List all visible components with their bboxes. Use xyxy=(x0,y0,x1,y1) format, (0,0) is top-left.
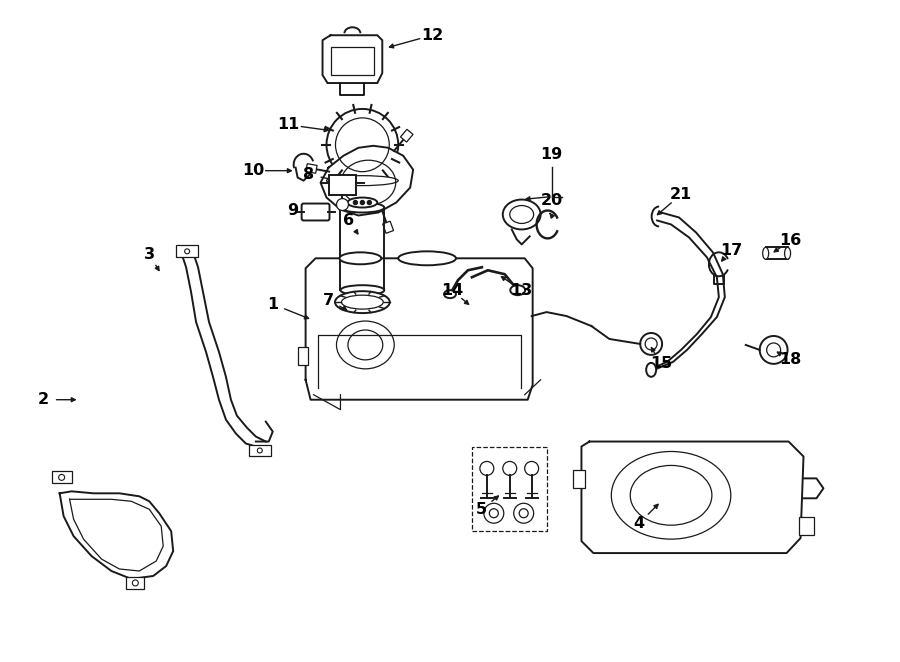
Text: 18: 18 xyxy=(779,352,802,367)
Circle shape xyxy=(132,580,139,586)
Text: 13: 13 xyxy=(510,283,533,298)
Ellipse shape xyxy=(341,295,383,309)
Bar xyxy=(248,444,271,457)
Text: 21: 21 xyxy=(670,187,692,202)
Text: 14: 14 xyxy=(441,283,464,298)
Text: 9: 9 xyxy=(287,203,298,218)
Text: 19: 19 xyxy=(540,147,562,162)
Circle shape xyxy=(525,461,538,475)
Bar xyxy=(51,471,72,483)
Bar xyxy=(798,517,814,535)
Text: 1: 1 xyxy=(267,297,278,312)
Bar xyxy=(126,577,144,589)
Bar xyxy=(328,175,356,195)
Ellipse shape xyxy=(340,203,384,213)
Circle shape xyxy=(760,336,788,364)
Polygon shape xyxy=(59,491,173,579)
Text: 10: 10 xyxy=(242,163,264,178)
Ellipse shape xyxy=(762,248,769,260)
Text: 8: 8 xyxy=(303,167,314,182)
Text: 16: 16 xyxy=(779,233,802,248)
Circle shape xyxy=(327,109,398,181)
Ellipse shape xyxy=(339,252,382,264)
Ellipse shape xyxy=(503,199,541,230)
Polygon shape xyxy=(322,35,382,83)
Bar xyxy=(330,47,374,75)
Text: 12: 12 xyxy=(421,28,443,43)
Circle shape xyxy=(480,461,494,475)
Polygon shape xyxy=(581,442,804,553)
Ellipse shape xyxy=(640,333,662,355)
Ellipse shape xyxy=(398,252,456,265)
Circle shape xyxy=(484,503,504,523)
Bar xyxy=(298,347,308,365)
Ellipse shape xyxy=(327,175,398,185)
FancyBboxPatch shape xyxy=(302,203,329,220)
Text: 11: 11 xyxy=(277,117,300,132)
Bar xyxy=(400,129,413,142)
Circle shape xyxy=(514,503,534,523)
Bar xyxy=(306,164,317,173)
Polygon shape xyxy=(306,258,533,400)
Text: 5: 5 xyxy=(476,502,488,517)
Circle shape xyxy=(58,475,65,481)
Ellipse shape xyxy=(444,290,456,298)
Polygon shape xyxy=(320,146,413,216)
Text: 7: 7 xyxy=(323,293,334,308)
Ellipse shape xyxy=(646,363,656,377)
Text: 15: 15 xyxy=(650,356,672,371)
Text: 2: 2 xyxy=(38,392,50,407)
Text: 4: 4 xyxy=(634,516,644,531)
Bar xyxy=(472,446,546,531)
Ellipse shape xyxy=(335,291,390,313)
Circle shape xyxy=(367,201,372,205)
Circle shape xyxy=(337,199,348,211)
Text: 20: 20 xyxy=(540,193,562,208)
Bar xyxy=(176,246,198,258)
Ellipse shape xyxy=(510,285,526,295)
Text: 3: 3 xyxy=(144,247,155,262)
Text: 6: 6 xyxy=(343,213,354,228)
Ellipse shape xyxy=(347,197,377,207)
Circle shape xyxy=(354,201,357,205)
Bar xyxy=(382,221,393,233)
Text: 17: 17 xyxy=(720,243,742,258)
Circle shape xyxy=(503,461,517,475)
Bar xyxy=(766,248,788,260)
Circle shape xyxy=(360,201,364,205)
Bar xyxy=(573,471,585,489)
Ellipse shape xyxy=(785,248,790,260)
Ellipse shape xyxy=(340,285,384,295)
